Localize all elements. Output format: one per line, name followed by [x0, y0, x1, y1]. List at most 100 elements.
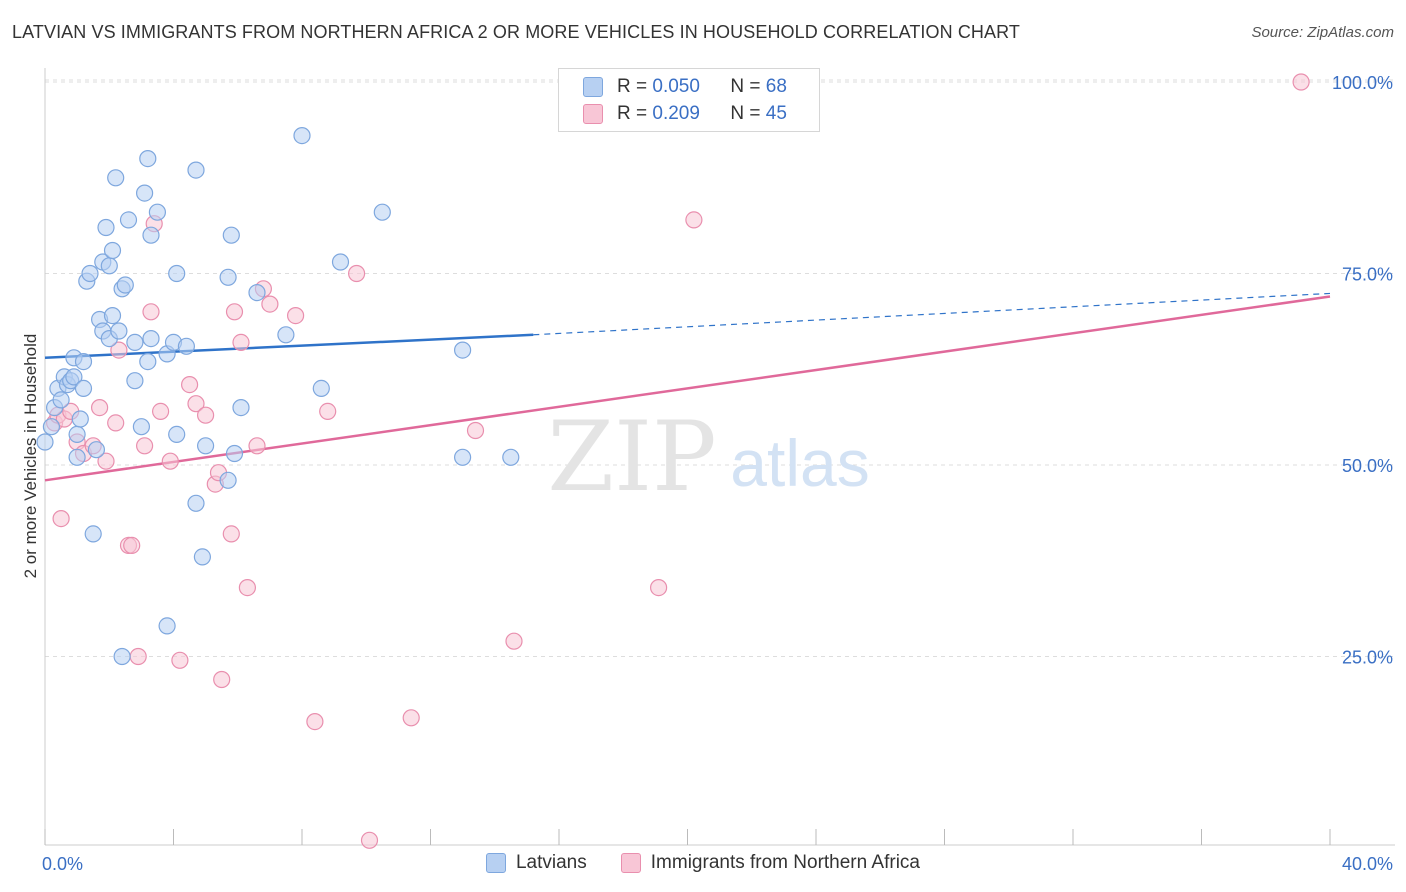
point-latvians — [103, 307, 122, 325]
point-immigrants — [129, 647, 147, 666]
point-latvians — [139, 353, 157, 371]
point-latvians — [219, 471, 237, 489]
point-latvians — [222, 226, 240, 244]
point-latvians — [71, 410, 89, 428]
legend-swatch-latvians — [485, 853, 506, 873]
point-latvians — [187, 161, 205, 179]
point-immigrants — [110, 341, 128, 359]
point-immigrants — [171, 651, 189, 669]
point-immigrants — [306, 712, 324, 731]
point-latvians — [84, 525, 102, 543]
point-latvians — [68, 425, 86, 443]
point-latvians — [116, 276, 134, 294]
point-immigrants — [161, 452, 179, 470]
point-immigrants — [685, 211, 703, 229]
point-latvians — [87, 441, 106, 459]
axes — [44, 68, 1395, 846]
y-tick-label: 75.0% — [1342, 265, 1393, 285]
point-immigrants — [152, 402, 170, 420]
point-latvians — [373, 203, 391, 221]
point-immigrants — [360, 831, 379, 849]
point-immigrants — [90, 399, 109, 417]
point-immigrants — [213, 670, 231, 689]
watermark: ZIP atlas — [547, 401, 869, 513]
legend-r-value: 0.050 — [652, 76, 700, 97]
point-immigrants — [187, 395, 205, 413]
point-immigrants — [181, 376, 199, 394]
watermark-atlas: atlas — [730, 426, 869, 500]
point-latvians — [225, 444, 244, 463]
point-latvians — [119, 211, 138, 229]
point-immigrants — [402, 709, 420, 727]
point-immigrants — [287, 307, 305, 325]
point-latvians — [219, 268, 237, 286]
point-latvians — [454, 448, 472, 466]
legend-n-label: N = — [730, 76, 761, 97]
point-latvians — [107, 169, 125, 187]
legend-swatch-immigrants — [583, 104, 603, 124]
legend-r-label: R = — [617, 76, 648, 97]
legend-item-latvians[interactable]: Latvians — [485, 852, 587, 874]
y-tick-label: 25.0% — [1342, 648, 1393, 668]
point-latvians — [68, 448, 86, 466]
legend-r-label: R = — [617, 103, 648, 124]
point-latvians — [248, 284, 266, 302]
trendline-latvians-extension — [533, 292, 1331, 336]
point-latvians — [100, 257, 118, 275]
legend-swatch-latvians — [583, 77, 603, 97]
point-latvians — [277, 326, 295, 344]
point-latvians — [74, 379, 93, 397]
point-latvians — [126, 333, 144, 351]
grid-lines — [45, 79, 1395, 657]
point-immigrants — [261, 295, 279, 313]
y-axis-label: 2 or more Vehicles in Household — [21, 334, 40, 579]
x-tick-label: 0.0% — [42, 854, 83, 874]
legend-item-immigrants[interactable]: Immigrants from Northern Africa — [620, 852, 920, 874]
y-tick-label: 100.0% — [1332, 73, 1393, 93]
point-latvians — [142, 330, 160, 348]
source-label: Source: ZipAtlas.com — [1251, 24, 1394, 41]
point-latvians — [42, 418, 61, 436]
point-immigrants — [505, 632, 523, 650]
point-immigrants — [466, 421, 485, 440]
point-immigrants — [222, 525, 240, 543]
x-tick-label: 40.0% — [1342, 854, 1393, 874]
point-immigrants — [107, 414, 125, 432]
point-latvians — [113, 647, 131, 666]
point-latvians — [36, 433, 54, 451]
point-latvians — [97, 218, 115, 237]
point-immigrants — [52, 509, 70, 528]
point-latvians — [293, 127, 311, 145]
point-latvians — [148, 203, 166, 221]
y-tick-label: 50.0% — [1342, 456, 1393, 476]
point-immigrants — [142, 303, 160, 321]
point-latvians — [139, 150, 157, 168]
tick-labels: 100.0% 75.0% 50.0% 25.0% 0.0% 40.0% — [42, 73, 1393, 874]
point-immigrants — [248, 437, 266, 455]
legend-r-value: 0.209 — [652, 103, 700, 124]
point-latvians — [168, 425, 186, 443]
point-latvians — [65, 368, 83, 386]
legend-n-label: N = — [730, 103, 761, 124]
point-latvians — [103, 241, 122, 260]
point-latvians — [177, 337, 195, 355]
point-latvians — [126, 372, 144, 390]
point-latvians — [132, 418, 150, 436]
legend-row-immigrants: R = 0.209 N = 45 — [583, 101, 787, 127]
point-latvians — [136, 184, 154, 202]
point-latvians — [312, 379, 330, 397]
point-immigrants — [197, 406, 215, 424]
point-latvians — [454, 341, 472, 359]
point-latvians — [197, 437, 215, 455]
point-latvians — [232, 399, 250, 417]
point-latvians — [331, 253, 350, 271]
point-immigrants — [123, 536, 141, 555]
point-immigrants — [97, 452, 115, 470]
point-latvians — [74, 353, 93, 371]
point-latvians — [52, 391, 70, 409]
point-latvians — [142, 226, 160, 244]
point-immigrants — [136, 437, 154, 455]
point-latvians — [158, 617, 176, 635]
legend-n-value: 45 — [765, 103, 787, 124]
